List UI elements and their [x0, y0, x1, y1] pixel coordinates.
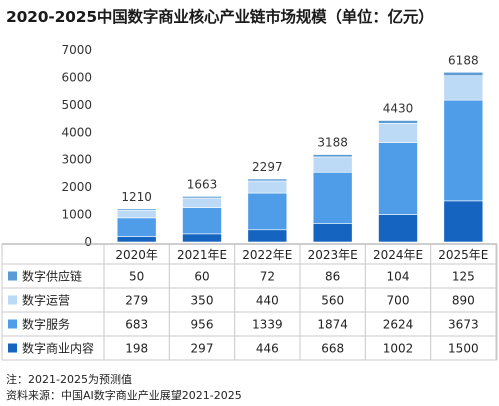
source-note: 资料来源：中国AI数字商业产业展望2021-2025 — [6, 389, 242, 402]
bar-segment — [378, 142, 418, 215]
bar-segment — [182, 207, 222, 235]
y-tick-label: 1000 — [61, 208, 92, 222]
table-cell: 956 — [191, 318, 214, 332]
bar-segment — [182, 197, 222, 208]
total-label: 3188 — [317, 136, 348, 150]
table-cell: 700 — [387, 294, 410, 308]
table-cell: 1874 — [317, 318, 348, 332]
category-label: 2025年E — [438, 248, 488, 262]
y-tick-label: 3000 — [61, 153, 92, 167]
table-cell: 125 — [452, 270, 475, 284]
bar-segment — [378, 214, 418, 243]
table-cell: 60 — [194, 270, 209, 284]
y-tick-label: 7000 — [61, 43, 92, 57]
category-label: 2021年E — [177, 248, 227, 262]
category-label: 2022年E — [242, 248, 292, 262]
bar-segment — [116, 209, 157, 219]
bar-segment — [247, 178, 288, 182]
table-cell: 86 — [325, 270, 340, 284]
bar-segment — [247, 229, 288, 243]
bar-segment — [247, 192, 288, 231]
chart-title: 2020-2025中国数字商业核心产业链市场规模（单位：亿元） — [6, 8, 434, 26]
total-label: 1210 — [121, 190, 152, 204]
table-cell: 560 — [321, 294, 344, 308]
stacked-bar-chart: 0 1000 2000 3000 4000 5000 6000 7000 1210 1663 229… — [1, 43, 498, 361]
total-label: 1663 — [187, 177, 218, 191]
table-cell: 1339 — [252, 318, 283, 332]
bar-segment — [443, 99, 484, 202]
total-label: 2297 — [252, 160, 283, 174]
bar-segment — [443, 200, 484, 243]
series-label: 数字运营 — [22, 293, 70, 308]
legend-swatch — [8, 295, 17, 305]
bar-segment — [312, 156, 353, 173]
forecast-note: 注：2021-2025为预测值 — [6, 373, 132, 386]
table-cell: 350 — [191, 294, 214, 308]
table-cell: 72 — [260, 270, 275, 284]
bar-segment — [116, 217, 157, 237]
y-tick-label: 2000 — [61, 180, 92, 194]
table-cell: 279 — [125, 294, 148, 308]
table-cell: 446 — [256, 342, 279, 356]
table-cell: 50 — [129, 270, 144, 284]
series-label: 数字供应链 — [22, 269, 82, 284]
legend-swatch — [8, 343, 17, 353]
y-tick-label: 6000 — [61, 70, 92, 84]
table-cell: 890 — [452, 294, 475, 308]
table-cell: 440 — [256, 294, 279, 308]
total-label: 6188 — [448, 53, 479, 67]
table-cell: 3673 — [448, 318, 479, 332]
bar-segment — [247, 180, 288, 194]
legend-swatch — [8, 319, 17, 329]
category-label: 2020年 — [115, 248, 158, 262]
bar-segment — [312, 154, 353, 158]
y-tick-label: 4000 — [61, 125, 92, 139]
table-cell: 104 — [387, 270, 410, 284]
bar-segment — [312, 223, 353, 243]
bar-segment — [312, 171, 353, 224]
bar-segment — [443, 71, 484, 77]
table-cell: 1500 — [448, 342, 479, 356]
legend-swatch — [8, 271, 17, 281]
total-label: 4430 — [383, 101, 414, 115]
category-label: 2023年E — [308, 248, 358, 262]
bar-segment — [116, 208, 157, 211]
bar-segment — [443, 75, 484, 101]
y-tick-label: 5000 — [61, 98, 92, 112]
table-cell: 2624 — [383, 318, 414, 332]
series-label: 数字商业内容 — [22, 341, 94, 356]
category-label: 2024年E — [373, 248, 423, 262]
bar-segment — [182, 196, 222, 199]
table-cell: 1002 — [383, 342, 414, 356]
table-cell: 297 — [191, 342, 214, 356]
table-cell: 683 — [125, 318, 148, 332]
bar-segment — [182, 233, 222, 243]
bar-segment — [116, 236, 157, 243]
table-cell: 198 — [125, 342, 148, 356]
bar-segment — [378, 120, 418, 124]
bar-segment — [378, 123, 418, 143]
series-label: 数字服务 — [22, 317, 70, 332]
y-tick-label: 0 — [84, 235, 92, 249]
table-cell: 668 — [321, 342, 344, 356]
